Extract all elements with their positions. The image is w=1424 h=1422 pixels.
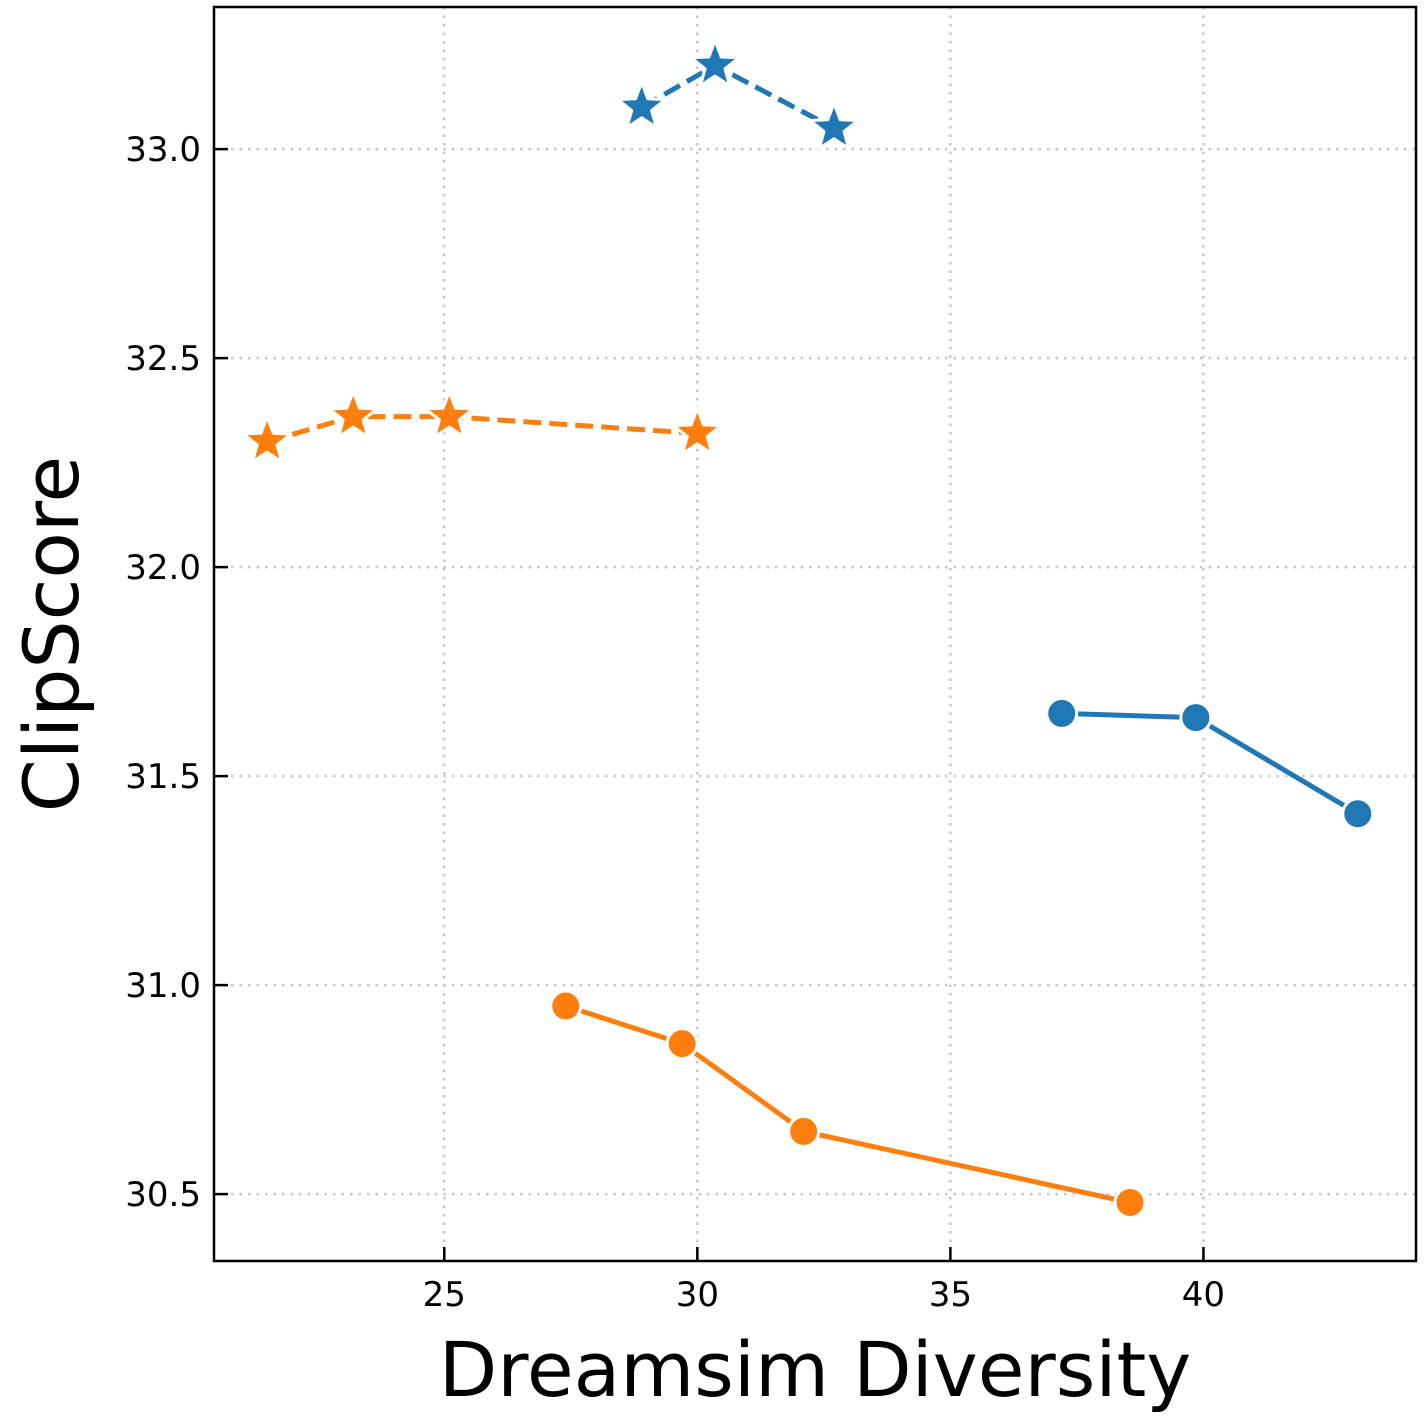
series-layer <box>241 39 1375 1219</box>
series-1 <box>241 390 723 464</box>
data-point-circle <box>787 1114 821 1148</box>
x-tick-label: 25 <box>423 1275 466 1315</box>
series-3 <box>549 989 1147 1219</box>
ticks: 25 30 35 40 30.5 31.0 31.5 32.0 32.5 33.0 <box>125 130 1225 1315</box>
data-point-star <box>616 80 667 129</box>
series-0 <box>616 39 860 150</box>
data-point-star <box>672 406 723 456</box>
data-point-star <box>424 390 475 439</box>
y-tick-label: 30.5 <box>125 1175 201 1215</box>
x-tick-label: 30 <box>676 1275 719 1315</box>
data-point-star <box>689 39 741 88</box>
data-point-star <box>327 390 379 439</box>
series-line <box>564 1003 1131 1205</box>
series-line <box>640 63 836 131</box>
series-line <box>266 414 698 445</box>
x-tick-label: 40 <box>1182 1275 1225 1315</box>
data-point-star <box>808 101 860 150</box>
data-point-circle <box>665 1027 699 1061</box>
data-point-circle <box>549 989 583 1023</box>
y-tick-label: 32.0 <box>125 548 201 588</box>
y-tick-label: 31.5 <box>125 757 201 797</box>
series-line <box>1061 710 1360 816</box>
y-tick-label: 32.5 <box>125 339 201 379</box>
series-2 <box>1045 696 1375 831</box>
data-point-circle <box>1113 1185 1147 1219</box>
grid <box>214 7 1416 1261</box>
y-tick-label: 33.0 <box>125 130 201 170</box>
y-axis-label: ClipScore <box>7 456 96 812</box>
data-point-circle <box>1341 797 1375 831</box>
data-point-circle <box>1045 696 1079 730</box>
x-tick-label: 35 <box>929 1275 972 1315</box>
plot-frame <box>212 5 1418 1263</box>
data-point-circle <box>1179 701 1213 735</box>
y-tick-label: 31.0 <box>125 966 201 1006</box>
x-axis-label: Dreamsim Diversity <box>439 1325 1191 1414</box>
data-point-star <box>241 415 293 464</box>
